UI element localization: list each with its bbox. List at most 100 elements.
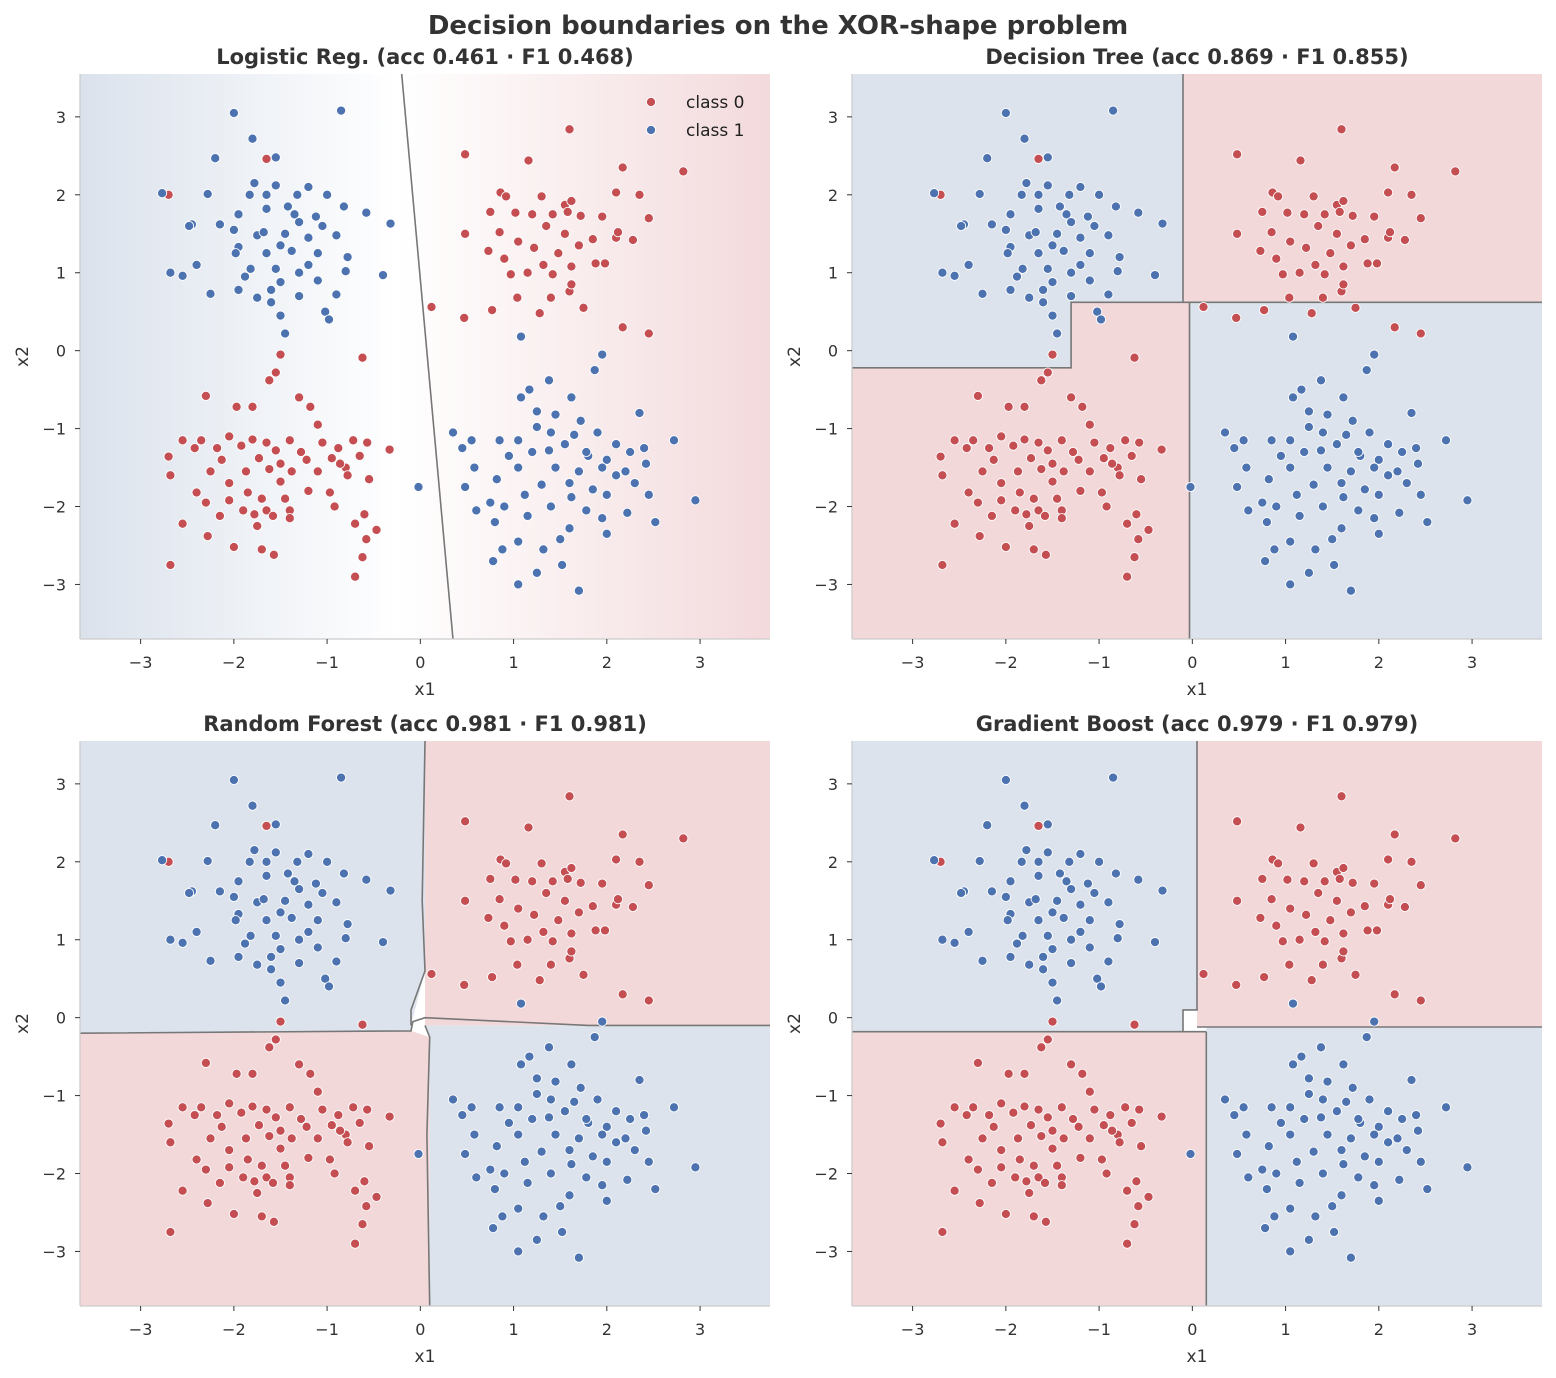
- data-point-class-0: [1389, 162, 1400, 173]
- data-point-class-0: [1415, 880, 1426, 891]
- data-point-class-0: [961, 1110, 972, 1121]
- data-point-class-1: [244, 189, 255, 200]
- data-point-class-1: [611, 1137, 622, 1148]
- plot-area: [852, 74, 1542, 639]
- data-point-class-0: [1058, 466, 1069, 477]
- data-point-class-1: [622, 1174, 633, 1185]
- data-point-class-1: [270, 930, 281, 941]
- data-point-class-1: [587, 1151, 598, 1162]
- x-tick-label: −1: [315, 1320, 339, 1339]
- data-point-class-1: [270, 847, 281, 858]
- data-point-class-1: [569, 429, 580, 440]
- data-point-class-1: [184, 887, 195, 899]
- data-point-class-0: [505, 936, 516, 947]
- data-point-class-1: [1299, 446, 1310, 458]
- data-point-class-0: [974, 1198, 985, 1209]
- data-point-class-0: [284, 1180, 295, 1191]
- data-point-class-1: [1331, 1106, 1342, 1117]
- data-point-class-1: [1315, 445, 1327, 456]
- data-point-class-0: [261, 505, 272, 516]
- data-point-class-1: [1229, 443, 1240, 454]
- data-point-class-1: [1000, 224, 1011, 235]
- data-point-class-1: [573, 1252, 584, 1263]
- data-point-class-0: [312, 419, 323, 430]
- data-point-class-1: [258, 227, 269, 238]
- data-point-class-1: [331, 897, 342, 908]
- data-point-class-0: [1319, 209, 1330, 220]
- data-point-class-1: [1112, 933, 1123, 944]
- data-point-class-1: [977, 288, 988, 299]
- x-tick-label: 0: [415, 653, 425, 672]
- data-point-class-0: [1277, 936, 1288, 947]
- data-point-class-1: [249, 845, 260, 856]
- data-point-class-1: [1103, 289, 1114, 300]
- data-point-class-0: [977, 466, 988, 477]
- data-point-class-1: [177, 937, 188, 948]
- data-point-class-0: [384, 1111, 395, 1122]
- data-point-class-1: [1275, 1117, 1286, 1128]
- data-point-class-0: [1338, 862, 1349, 874]
- data-point-class-1: [513, 536, 524, 547]
- x-tick-label: 3: [695, 1320, 705, 1339]
- data-point-class-0: [1406, 189, 1417, 200]
- data-point-class-1: [1260, 1223, 1271, 1234]
- data-point-class-0: [1008, 1107, 1019, 1118]
- decision-gradient: [80, 74, 770, 639]
- data-point-class-1: [469, 462, 480, 473]
- data-point-class-0: [1024, 1187, 1035, 1199]
- data-point-class-0: [1319, 876, 1330, 887]
- data-point-class-1: [266, 284, 277, 295]
- data-point-class-0: [1084, 1133, 1095, 1144]
- data-point-class-0: [1089, 437, 1100, 448]
- data-point-class-0: [1271, 253, 1282, 264]
- data-point-class-1: [597, 1180, 608, 1191]
- data-point-class-1: [564, 523, 575, 534]
- data-point-class-0: [295, 446, 307, 458]
- data-point-class-0: [485, 873, 496, 884]
- data-point-class-0: [566, 195, 577, 207]
- data-point-class-0: [270, 1034, 281, 1045]
- x-tick-label: 2: [1374, 1320, 1384, 1339]
- data-point-class-1: [620, 466, 631, 477]
- data-point-class-1: [1271, 501, 1282, 512]
- data-point-class-0: [1338, 279, 1349, 290]
- data-point-class-1: [1133, 874, 1144, 885]
- data-point-class-0: [559, 895, 570, 906]
- data-point-class-1: [497, 1211, 508, 1222]
- x-tick-label: −2: [222, 1320, 246, 1339]
- data-point-class-1: [1373, 528, 1384, 539]
- data-point-class-0: [1028, 493, 1039, 504]
- data-point-class-1: [1271, 1168, 1282, 1179]
- data-point-class-0: [1389, 829, 1400, 840]
- data-point-class-1: [650, 517, 661, 528]
- data-point-class-0: [267, 1177, 279, 1188]
- data-point-class-1: [982, 153, 993, 164]
- data-point-class-1: [601, 1121, 612, 1132]
- data-point-class-0: [1266, 894, 1277, 905]
- data-point-class-0: [996, 495, 1007, 506]
- data-point-class-0: [1301, 242, 1312, 253]
- data-point-class-1: [230, 915, 241, 926]
- data-point-class-1: [340, 933, 351, 944]
- data-point-class-1: [575, 415, 586, 426]
- data-point-class-1: [1094, 856, 1105, 867]
- data-point-class-1: [1440, 435, 1452, 446]
- data-point-class-0: [972, 497, 983, 508]
- data-point-class-1: [597, 462, 608, 473]
- data-point-class-0: [253, 1120, 265, 1131]
- data-point-class-0: [1077, 1068, 1088, 1079]
- data-point-class-0: [494, 227, 505, 238]
- data-point-class-1: [252, 959, 263, 970]
- data-point-class-0: [678, 166, 689, 177]
- x-tick-label: −3: [129, 1320, 153, 1339]
- data-point-class-0: [1008, 440, 1019, 451]
- data-point-class-0: [1047, 349, 1058, 360]
- data-point-class-0: [1450, 833, 1461, 844]
- data-point-class-0: [1000, 1208, 1011, 1220]
- data-point-class-0: [371, 524, 382, 535]
- data-point-class-0: [1101, 1168, 1112, 1179]
- data-point-class-0: [643, 995, 654, 1006]
- data-point-class-0: [214, 510, 225, 521]
- data-point-class-1: [377, 270, 389, 281]
- data-point-class-1: [513, 1129, 524, 1140]
